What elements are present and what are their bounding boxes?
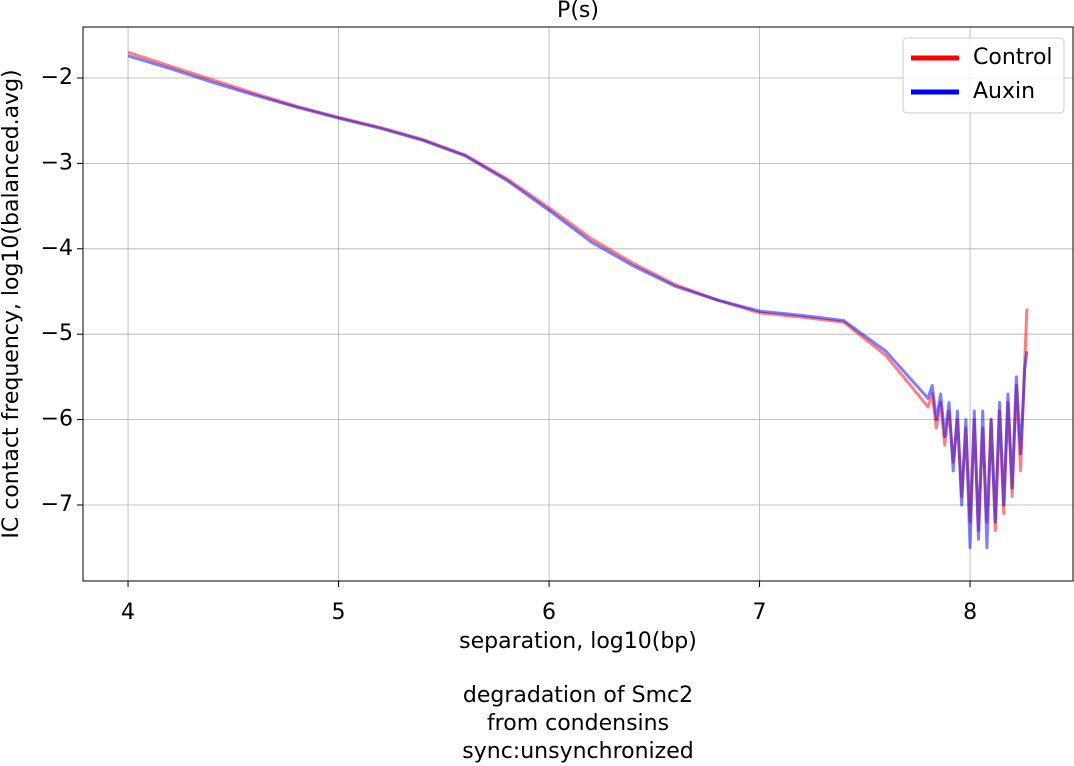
- y-tick-label: −7: [41, 492, 73, 517]
- caption: degradation of Smc2: [463, 683, 693, 708]
- data-line: [127, 50, 1029, 533]
- y-tick-label: −6: [41, 407, 73, 432]
- x-tick-label: 4: [121, 600, 135, 625]
- legend-label: Auxin: [973, 79, 1035, 104]
- caption: from condensins: [487, 711, 669, 736]
- plot-frame: [82, 26, 1074, 582]
- y-axis-label: IC contact frequency, log10(balanced.avg…: [0, 69, 24, 538]
- caption: sync:unsynchronized: [462, 739, 693, 764]
- x-tick-label: 5: [332, 600, 346, 625]
- y-tick-label: −4: [41, 236, 73, 261]
- chart-title: P(s): [557, 0, 599, 23]
- x-axis-label: separation, log10(bp): [459, 629, 697, 654]
- legend-label: Control: [973, 45, 1053, 70]
- data-line: [127, 54, 1029, 550]
- x-tick-label: 8: [963, 600, 977, 625]
- x-tick-label: 7: [753, 600, 767, 625]
- x-tick-label: 6: [542, 600, 556, 625]
- y-tick-label: −3: [41, 150, 73, 175]
- y-tick-label: −5: [41, 321, 73, 346]
- y-tick-label: −2: [41, 65, 73, 90]
